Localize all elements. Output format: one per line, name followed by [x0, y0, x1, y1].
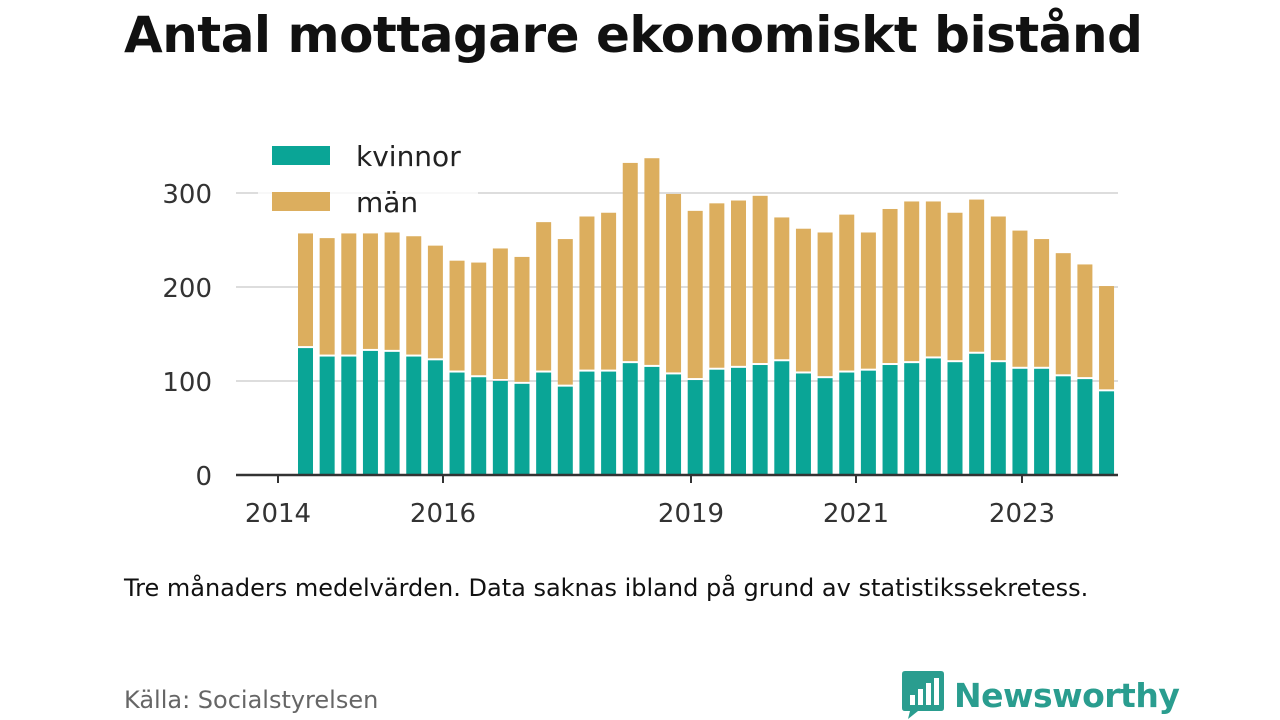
- bar-man: [341, 233, 357, 355]
- bar-man: [817, 232, 833, 377]
- bar-kvinnor: [1012, 368, 1028, 475]
- bar-kvinnor: [601, 371, 617, 475]
- bar-man: [774, 217, 790, 360]
- x-tick-label: 2023: [989, 499, 1055, 529]
- bar-man: [601, 212, 617, 370]
- legend-label: kvinnor: [356, 140, 461, 173]
- bar-man: [1055, 253, 1071, 375]
- bar-man: [731, 200, 746, 366]
- bar-man: [406, 236, 422, 355]
- bar-kvinnor: [644, 366, 660, 475]
- bar-man: [384, 232, 400, 350]
- bar-kvinnor: [709, 369, 725, 475]
- bar-kvinnor: [839, 372, 855, 475]
- bar-kvinnor: [904, 363, 920, 475]
- x-tick-label: 2019: [658, 499, 724, 529]
- bar-kvinnor: [471, 377, 487, 475]
- bar-man: [1012, 230, 1028, 367]
- y-tick-label: 300: [162, 180, 212, 210]
- legend-label: män: [356, 186, 418, 219]
- bar-man: [362, 233, 378, 349]
- bar-kvinnor: [860, 370, 876, 475]
- bar-man: [947, 212, 963, 361]
- brand-logo: Newsworthy: [902, 670, 1180, 720]
- bar-kvinnor: [817, 378, 833, 475]
- source-label: Källa: Socialstyrelsen: [124, 686, 379, 714]
- bar-kvinnor: [341, 356, 357, 475]
- bar-kvinnor: [319, 356, 335, 475]
- bar-kvinnor: [1099, 391, 1115, 475]
- x-tick-label: 2021: [823, 499, 889, 529]
- bar-man: [969, 199, 985, 352]
- bar-man: [839, 214, 855, 371]
- bar-kvinnor: [406, 356, 422, 475]
- legend-swatch: [272, 192, 330, 211]
- bar-kvinnor: [990, 362, 1006, 475]
- bar-man: [1099, 286, 1115, 390]
- chart-note: Tre månaders medelvärden. Data saknas ib…: [124, 574, 1089, 602]
- bar-man: [882, 208, 898, 364]
- bar-man: [471, 262, 487, 376]
- bar-kvinnor: [622, 363, 638, 475]
- chart-title: Antal mottagare ekonomiskt bistånd: [124, 6, 1143, 64]
- bar-man: [687, 210, 703, 379]
- bar-kvinnor: [687, 380, 703, 475]
- bar-man: [449, 260, 465, 371]
- bar-man: [514, 256, 530, 382]
- bar-man: [644, 158, 660, 365]
- bar-man: [319, 238, 335, 355]
- bar-kvinnor: [731, 367, 746, 475]
- bar-man: [795, 228, 811, 372]
- bar-kvinnor: [774, 361, 790, 475]
- bar-man: [298, 233, 313, 347]
- bar-man: [904, 201, 920, 362]
- x-tick-label: 2016: [410, 499, 476, 529]
- bar-man: [427, 245, 443, 359]
- bar-man: [492, 248, 508, 379]
- bar-man: [536, 222, 552, 371]
- bar-kvinnor: [557, 386, 573, 475]
- bar-kvinnor: [427, 360, 443, 475]
- bar-kvinnor: [298, 348, 313, 475]
- bar-kvinnor: [752, 365, 768, 475]
- bar-man: [860, 232, 876, 369]
- bar-kvinnor: [666, 374, 682, 475]
- bar-man: [1034, 239, 1050, 367]
- bar-kvinnor: [925, 358, 941, 475]
- bar-chart-speech-icon: [902, 671, 944, 719]
- y-tick-label: 200: [162, 274, 212, 304]
- chart: 0 100 200 300 2014 2016 2019 2021 2023 kvinnor mä…: [162, 140, 1118, 529]
- bar-kvinnor: [449, 372, 465, 475]
- bar-man: [1077, 264, 1093, 378]
- bar-man: [666, 193, 682, 373]
- bar-kvinnor: [1034, 368, 1050, 475]
- y-tick-label: 0: [195, 462, 212, 492]
- bar-man: [709, 203, 725, 368]
- bar-man: [752, 195, 768, 364]
- x-tick-label: 2014: [245, 499, 311, 529]
- legend-swatch: [272, 146, 330, 165]
- bar-man: [925, 201, 941, 357]
- bar-kvinnor: [947, 362, 963, 475]
- bar-kvinnor: [536, 372, 552, 475]
- bar-man: [622, 162, 638, 362]
- bar-kvinnor: [882, 365, 898, 475]
- bar-kvinnor: [514, 383, 530, 475]
- bar-kvinnor: [362, 350, 378, 475]
- bar-man: [557, 239, 573, 385]
- bar-kvinnor: [795, 373, 811, 475]
- bar-man: [990, 216, 1006, 361]
- bar-man: [579, 216, 595, 370]
- bar-kvinnor: [1055, 376, 1071, 475]
- bar-kvinnor: [384, 351, 400, 475]
- bar-kvinnor: [969, 353, 985, 475]
- y-tick-label: 100: [162, 368, 212, 398]
- bar-kvinnor: [492, 381, 508, 475]
- brand-name: Newsworthy: [954, 675, 1180, 715]
- bar-kvinnor: [579, 371, 595, 475]
- bar-kvinnor: [1077, 379, 1093, 475]
